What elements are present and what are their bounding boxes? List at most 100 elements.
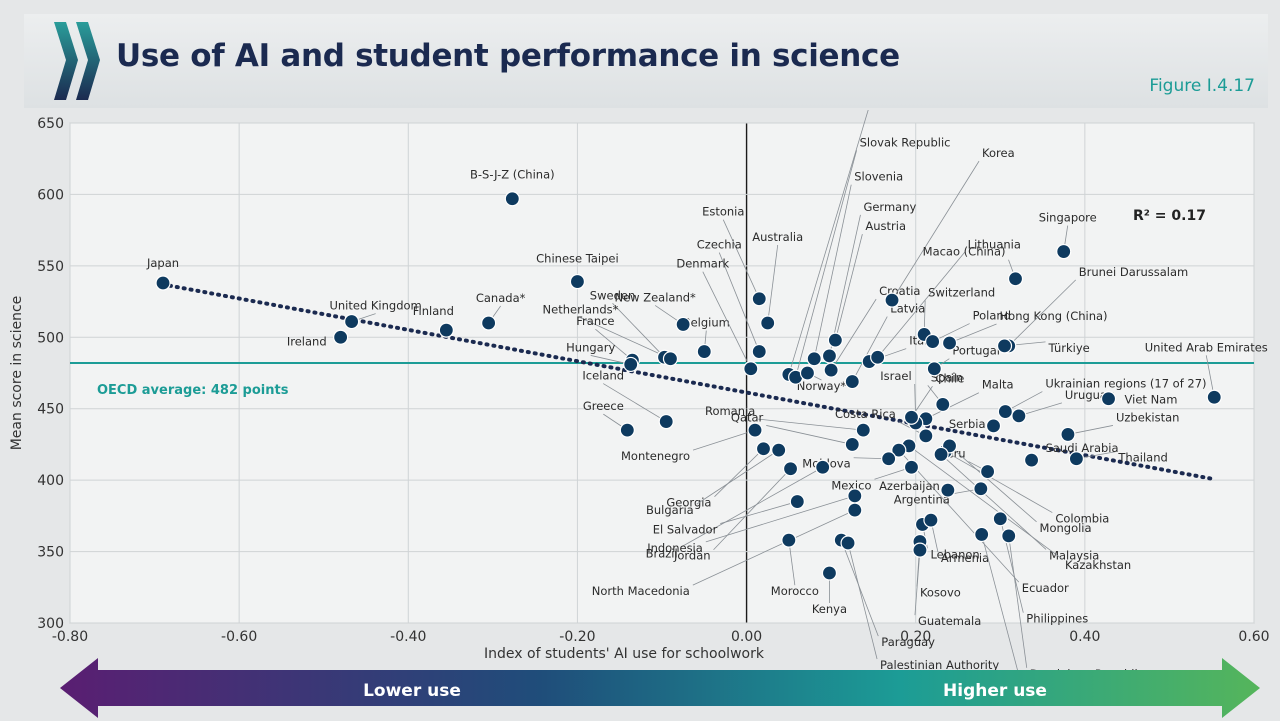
point-label: Slovak Republic — [860, 135, 951, 149]
leader-line — [940, 454, 1047, 550]
leader-line — [851, 316, 888, 382]
data-point — [840, 535, 856, 551]
x-tick-label: 0.20 — [900, 629, 931, 645]
data-point — [891, 442, 907, 458]
point-label: Switzerland — [928, 285, 995, 299]
point-label: Australia — [752, 230, 803, 244]
point-label: Japan — [146, 256, 179, 270]
point-label: Romania — [705, 404, 755, 418]
data-point — [751, 291, 767, 307]
point-label: Israel — [880, 369, 911, 383]
point-label: Singapore — [1039, 211, 1097, 225]
data-point — [155, 275, 171, 291]
leader-line — [1008, 279, 1077, 347]
point-label: Brazil — [646, 546, 678, 560]
point-label: Saudi Arabia — [1046, 441, 1119, 455]
point-label: Croatia — [879, 284, 920, 298]
y-tick-label: 350 — [37, 545, 64, 561]
leader-line — [705, 495, 855, 543]
y-tick-label: 500 — [37, 330, 64, 346]
data-point — [623, 356, 639, 373]
data-point — [940, 482, 956, 498]
leader-line — [891, 160, 980, 301]
data-point — [926, 361, 942, 377]
point-label: Jordan — [673, 549, 711, 563]
point-label: Mexico — [831, 478, 871, 492]
data-point — [1001, 528, 1017, 544]
leader-line — [925, 392, 980, 420]
data-point — [827, 332, 843, 348]
point-label: Belgium — [683, 316, 730, 330]
x-tick-label: -0.60 — [221, 629, 257, 645]
data-point — [806, 351, 822, 367]
data-point — [696, 343, 712, 360]
leader-line — [829, 214, 861, 356]
y-tick-label: 600 — [37, 187, 64, 203]
x-tick-label: -0.20 — [559, 629, 595, 645]
point-label: Ireland — [287, 334, 327, 348]
data-point — [1068, 451, 1085, 467]
data-point — [675, 316, 691, 333]
point-label: Thailand — [1117, 451, 1167, 465]
data-point — [438, 322, 454, 338]
point-label: Norway* — [797, 379, 847, 393]
data-point — [1060, 426, 1076, 443]
point-label: Denmark — [676, 257, 729, 271]
data-point — [844, 436, 860, 453]
data-point — [823, 362, 839, 378]
data-point — [1023, 452, 1040, 468]
point-label: Slovenia — [854, 170, 903, 184]
point-label: Bulgaria — [646, 503, 694, 517]
x-tick-label: -0.40 — [390, 629, 426, 645]
data-point — [1011, 408, 1027, 424]
point-label: Indonesia — [647, 541, 703, 555]
page-title: Use of AI and student performance in sci… — [116, 38, 900, 74]
data-point — [992, 511, 1008, 527]
leader-line — [595, 328, 633, 361]
y-tick-label: 650 — [37, 116, 64, 132]
y-tick-label: 550 — [37, 259, 64, 275]
data-point — [1206, 389, 1222, 405]
point-label: Costa Rica — [835, 407, 896, 421]
point-label: Canada* — [476, 291, 526, 305]
leader-line — [758, 418, 864, 431]
point-label: Latvia — [890, 302, 925, 316]
data-point — [918, 428, 934, 444]
data-point — [821, 565, 838, 581]
point-label: Ukrainian regions (17 of 27) — [1045, 377, 1206, 391]
leader-line — [767, 244, 779, 324]
leader-line — [847, 542, 878, 660]
point-label: Lebanon — [930, 547, 979, 561]
leader-line — [580, 317, 671, 360]
point-label: Morocco — [771, 584, 819, 598]
header-banner: Use of AI and student performance in sci… — [24, 14, 1268, 108]
point-label: United Arab Emirates — [1145, 340, 1268, 354]
x-axis-label: Index of students' AI use for schoolwork — [484, 646, 765, 662]
data-point — [855, 422, 871, 438]
point-label: Sweden — [590, 288, 635, 302]
data-point — [985, 418, 1002, 434]
point-label: United Kingdom — [329, 299, 421, 313]
data-point — [884, 292, 900, 308]
point-label: North Macedonia — [592, 584, 690, 598]
point-label: New Zealand* — [614, 290, 696, 304]
data-point — [1007, 271, 1024, 287]
data-point — [781, 532, 797, 548]
leader-line — [788, 110, 869, 375]
point-label: Türkiye — [1048, 341, 1090, 355]
leader-line — [795, 150, 858, 378]
leader-line — [722, 219, 760, 299]
y-tick-label: 300 — [37, 616, 64, 632]
leader-line — [945, 451, 1053, 513]
figure-reference: Figure I.4.17 — [1149, 76, 1255, 96]
point-label: Colombia — [1055, 512, 1109, 526]
leader-line — [766, 425, 853, 445]
leader-line — [713, 468, 791, 550]
leader-line — [692, 509, 855, 586]
ai-use-arrow: Lower use Higher use — [60, 658, 1260, 718]
leader-line — [898, 449, 1020, 583]
leader-line — [702, 271, 752, 369]
point-label: Austria — [865, 219, 906, 233]
point-label: Kenya — [812, 602, 847, 616]
point-label: France — [576, 314, 614, 328]
